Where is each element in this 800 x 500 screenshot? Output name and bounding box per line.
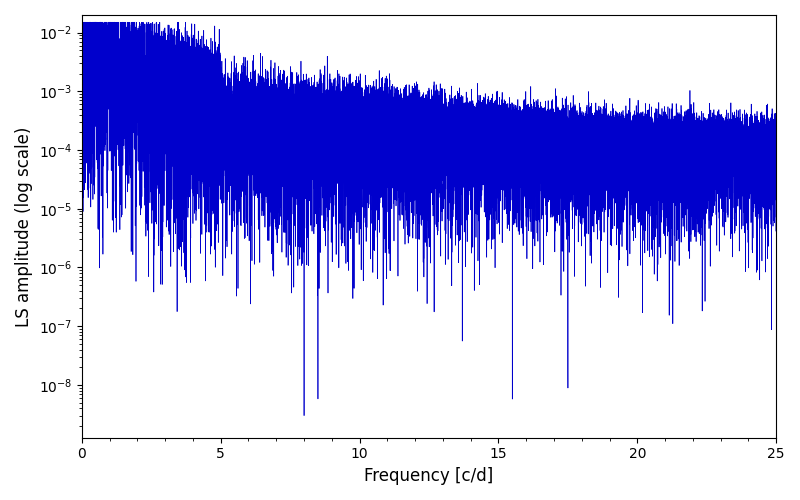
Y-axis label: LS amplitude (log scale): LS amplitude (log scale) (15, 126, 33, 326)
X-axis label: Frequency [c/d]: Frequency [c/d] (364, 467, 494, 485)
